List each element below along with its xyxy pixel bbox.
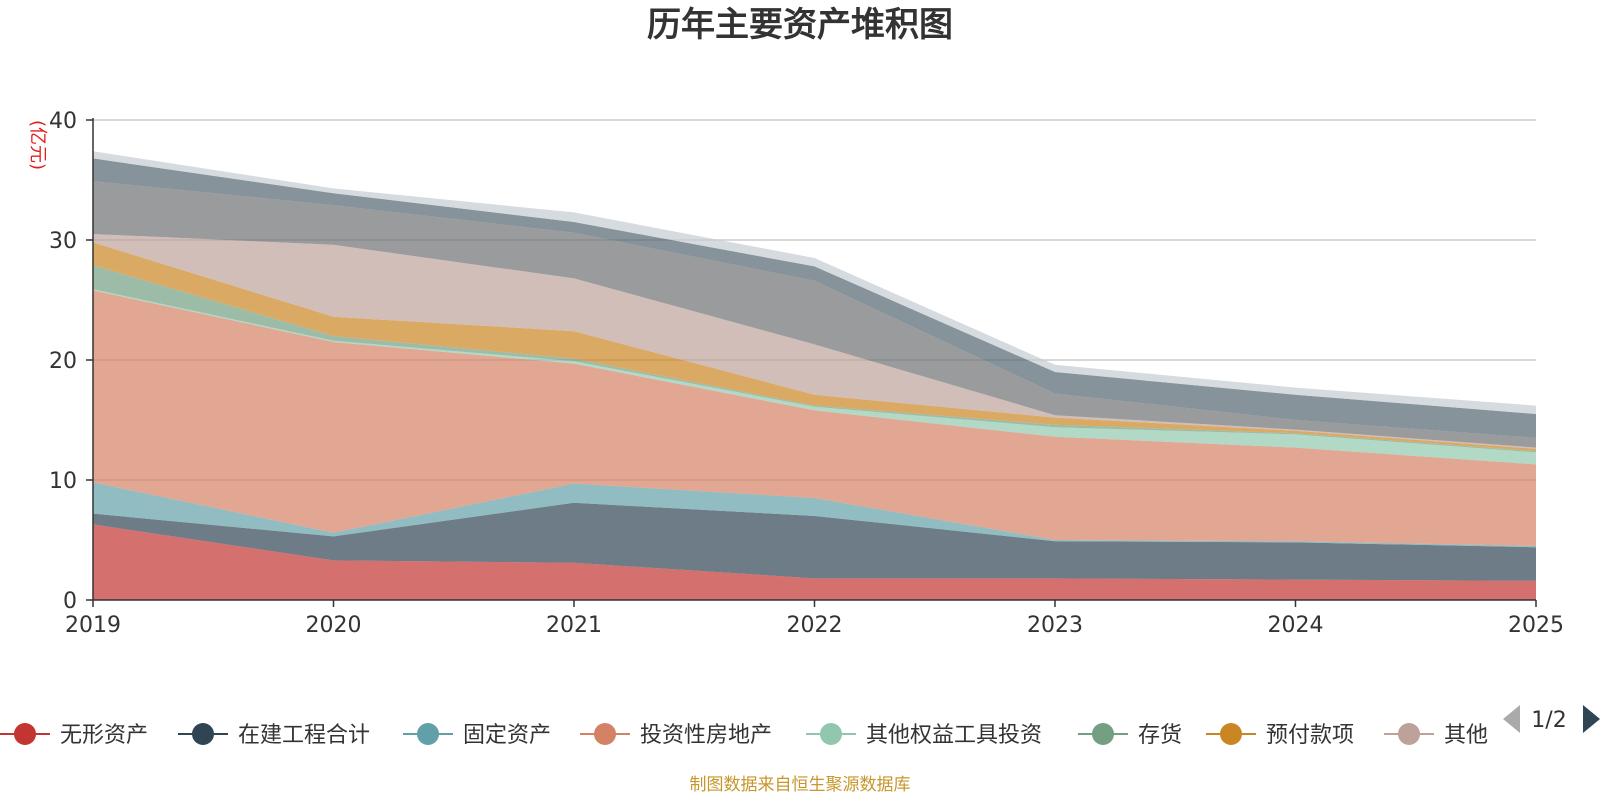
legend-item-2[interactable]: 固定资产 [403,723,551,748]
y-tick-label-0: 0 [63,589,77,614]
legend-marker [820,723,842,745]
chart-title: 历年主要资产堆积图 [647,5,953,45]
y-tick-label-2: 20 [49,349,77,374]
legend-item-5[interactable]: 存货 [1078,723,1182,748]
x-tick-label-3: 2022 [787,613,843,638]
area-series-3 [93,290,1536,546]
legend-marker [1092,723,1114,745]
legend-label: 无形资产 [60,723,148,748]
x-tick-label-2: 2021 [546,613,602,638]
legend-item-7[interactable]: 其他 [1384,723,1488,748]
legend-pager: 1/2 [1503,705,1600,733]
legend-marker [1398,723,1420,745]
legend-label: 预付款项 [1266,723,1354,748]
axes: 0 10 20 30 40 2019 2020 2021 2022 2023 2024 2025 [49,109,1564,638]
area-series-1 [93,502,1536,581]
legend: 无形资产 在建工程合计 固定资产 投资性房地产 其他权益工具投资 存货 预付款项 其他 [0,723,1488,748]
legend-label: 投资性房地产 [640,723,772,748]
legend-item-6[interactable]: 预付款项 [1206,723,1354,748]
legend-label: 其他权益工具投资 [866,723,1042,748]
area-series [93,151,1536,600]
x-tick-label-1: 2020 [306,613,362,638]
legend-item-4[interactable]: 其他权益工具投资 [806,723,1042,748]
legend-label: 其他 [1444,723,1488,748]
legend-marker [1220,723,1242,745]
legend-page-indicator: 1/2 [1531,708,1566,733]
legend-label: 存货 [1138,723,1182,748]
legend-next-icon[interactable] [1583,705,1600,733]
legend-label: 固定资产 [463,723,551,748]
y-tick-label-1: 10 [49,469,77,494]
area-series-7 [93,234,1536,449]
area-series-4 [93,289,1536,465]
x-tick-label-4: 2023 [1027,613,1083,638]
x-tick-label-0: 2019 [65,613,121,638]
area-series-2 [93,482,1536,548]
legend-item-0[interactable]: 无形资产 [0,723,148,748]
y-tick-label-4: 40 [49,109,77,134]
legend-marker [14,723,36,745]
area-series-10 [93,151,1536,414]
y-axis-unit: (亿元) [27,120,48,170]
x-tick-label-6: 2025 [1508,613,1564,638]
legend-marker [192,723,214,745]
legend-marker [417,723,439,745]
x-tick-label-5: 2024 [1268,613,1324,638]
area-series-9 [93,158,1536,438]
legend-marker [594,723,616,745]
area-series-8 [93,181,1536,448]
legend-item-3[interactable]: 投资性房地产 [580,723,772,748]
area-series-0 [93,524,1536,600]
y-tick-label-3: 30 [49,229,77,254]
source-note: 制图数据来自恒生聚源数据库 [690,775,911,795]
legend-item-1[interactable]: 在建工程合计 [178,723,370,748]
legend-label: 在建工程合计 [238,723,370,748]
legend-prev-icon[interactable] [1503,705,1520,733]
